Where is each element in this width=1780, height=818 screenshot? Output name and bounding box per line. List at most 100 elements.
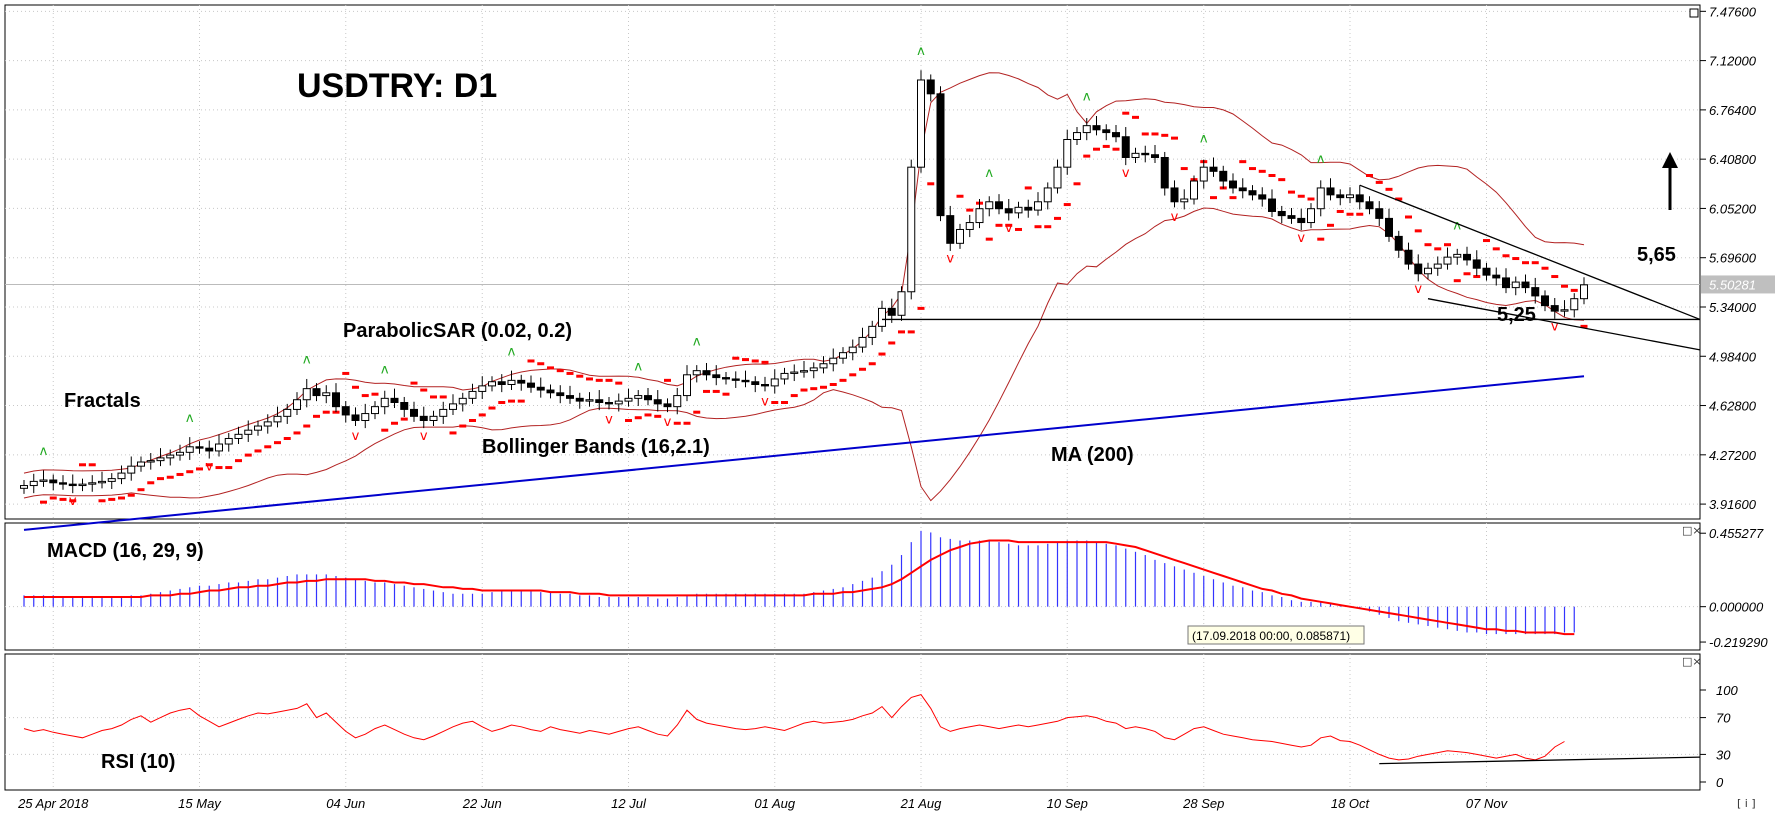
candle-body <box>595 399 604 403</box>
macd-signal-line <box>24 539 1575 636</box>
candle-body <box>390 397 399 403</box>
candle-body <box>458 397 467 405</box>
candle-body <box>351 414 360 421</box>
candle-body <box>741 379 750 383</box>
candle-body <box>1043 187 1052 203</box>
candle-body <box>1453 253 1462 258</box>
candle-body <box>254 425 262 431</box>
candle-body <box>1365 201 1374 210</box>
ma-label: MA (200) <box>1051 444 1134 466</box>
candle-body <box>1307 208 1315 224</box>
candle-body <box>917 79 925 168</box>
candle-body <box>488 381 496 387</box>
rsi-tick-label: 0 <box>1716 775 1724 790</box>
candle-body <box>1570 298 1579 311</box>
candle-body <box>371 406 379 415</box>
candle-body <box>1297 217 1306 224</box>
candle-body <box>722 377 730 380</box>
candle-body <box>1404 249 1413 265</box>
rsi-tick-label: 100 <box>1716 683 1738 698</box>
candle-body <box>1121 136 1130 158</box>
candle-body <box>1229 180 1237 189</box>
candle-body <box>215 443 223 452</box>
price-tick-label: 7.12000 <box>1709 54 1757 69</box>
rsi-close-button[interactable]: □× <box>1682 655 1702 668</box>
rsi-series <box>23 694 1701 765</box>
candle-body <box>185 446 194 453</box>
candle-body <box>1463 253 1471 261</box>
date-label: 01 Aug <box>754 796 795 811</box>
candle-body <box>1092 125 1101 131</box>
candle-body <box>829 357 838 365</box>
fractal-down-icon: v <box>205 459 213 474</box>
candle-body <box>400 401 409 410</box>
candle-body <box>566 395 574 399</box>
candle-body <box>1375 208 1384 219</box>
parabolic-sar <box>40 108 1588 504</box>
date-label: 04 Jun <box>326 796 365 811</box>
candle-body <box>1511 281 1520 289</box>
candle-body <box>1131 152 1140 158</box>
candle-body <box>1248 190 1257 196</box>
candle-body <box>1433 263 1442 269</box>
candle-body <box>1482 267 1491 276</box>
macd-tooltip: (17.09.2018 00:00, 0.085871) <box>1187 625 1365 645</box>
candle-body <box>644 395 652 401</box>
date-label: 15 May <box>178 796 222 811</box>
candle-body <box>195 446 204 449</box>
fractal-up-icon: ʌ <box>1083 90 1091 105</box>
candle-body <box>780 372 789 380</box>
candle-body <box>322 392 331 397</box>
macd-label: MACD (16, 29, 9) <box>47 540 204 562</box>
fractal-down-icon: v <box>352 429 360 444</box>
scroll-button[interactable]: [ i ] <box>1737 797 1756 810</box>
bollinger-label: Bollinger Bands (16,2.1) <box>482 436 710 458</box>
candle-body <box>663 403 672 408</box>
candle-body <box>614 400 623 405</box>
svg-text:(17.09.2018 00:00, 0.085871): (17.09.2018 00:00, 0.085871) <box>1192 629 1350 643</box>
fractal-up-icon: ʌ <box>693 335 701 350</box>
candle-body <box>312 388 321 397</box>
candle-body <box>605 401 613 405</box>
candle-body <box>341 406 350 416</box>
candle-body <box>361 413 370 421</box>
price-tick-label: 6.40800 <box>1709 152 1757 167</box>
candle-body <box>439 408 448 417</box>
candle-body <box>975 208 984 224</box>
candle-body <box>156 457 165 462</box>
candle-body <box>146 460 155 463</box>
candle-body <box>39 479 48 482</box>
date-label: 25 Apr 2018 <box>17 796 89 811</box>
candle-body <box>1414 263 1423 275</box>
candle-body <box>527 382 535 388</box>
candle-body <box>926 79 935 95</box>
fractal-up-icon: ʌ <box>1453 218 1461 233</box>
fractal-down-icon: v <box>69 494 77 509</box>
candle-body <box>117 472 126 480</box>
maximize-button[interactable] <box>1689 8 1699 18</box>
candle-body <box>1326 187 1335 196</box>
candle-body <box>1472 259 1481 269</box>
candle-body <box>692 370 701 376</box>
fractal-down-icon: v <box>761 394 769 409</box>
fractals-label: Fractals <box>64 390 141 412</box>
candle-body <box>224 437 233 445</box>
up-arrow-icon <box>1662 152 1678 210</box>
date-label: 21 Aug <box>900 796 942 811</box>
trend-lines <box>882 184 1701 351</box>
rsi-tick-label: 30 <box>1716 747 1731 762</box>
price-tick-label: 4.62800 <box>1709 399 1757 414</box>
bollinger-lower <box>23 207 1585 502</box>
candle-body <box>839 352 847 359</box>
candle-body <box>1287 215 1296 219</box>
candle-body <box>751 381 760 386</box>
price-tick-label: 5.69600 <box>1709 251 1757 266</box>
candle-body <box>517 379 526 384</box>
candle-body <box>410 408 418 417</box>
rsi-line <box>23 694 1565 761</box>
candle-body <box>1424 267 1432 275</box>
macd-close-button[interactable]: □× <box>1682 524 1702 537</box>
candle-body <box>965 222 974 230</box>
candle-body <box>176 451 184 456</box>
rsi-panel <box>4 653 1701 791</box>
